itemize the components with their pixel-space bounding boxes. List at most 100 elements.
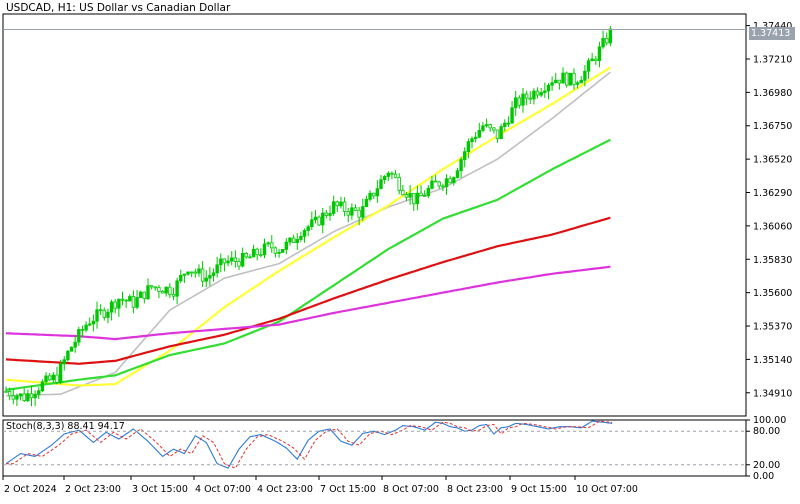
candle-body <box>211 272 216 276</box>
candle-body <box>193 271 198 274</box>
candle-body <box>168 286 172 295</box>
y-tick-label: 1.37210 <box>753 54 792 65</box>
candle-body <box>266 242 270 245</box>
x-tick-label: 4 Oct 23:00 <box>257 484 313 495</box>
candle-body <box>222 258 227 264</box>
candle-body <box>215 264 219 274</box>
candle-body <box>346 211 350 216</box>
candle-body <box>539 92 543 96</box>
candle-body <box>605 37 609 44</box>
moving-average-line <box>5 265 611 341</box>
candle-body <box>364 198 369 208</box>
candle-body <box>375 188 380 197</box>
y-tick-label: 1.35140 <box>753 355 792 366</box>
candle-body <box>488 124 492 129</box>
candle-body <box>510 107 514 124</box>
candle-body <box>317 216 321 226</box>
candle-body <box>473 136 478 140</box>
stoch-level-label: 80.00 <box>753 426 780 437</box>
candle-body <box>448 178 452 184</box>
candle-body <box>302 230 307 237</box>
candle-body <box>251 248 256 258</box>
candle-body <box>528 97 532 100</box>
candle-body <box>390 172 394 175</box>
candle-body <box>117 298 121 309</box>
candle-body <box>535 90 540 96</box>
candle-body <box>291 237 296 243</box>
candle-body <box>58 363 63 383</box>
candle-body <box>277 251 281 254</box>
candle-body <box>22 393 26 401</box>
candle-body <box>441 185 445 188</box>
moving-averages <box>5 66 611 397</box>
candle-body <box>230 257 234 262</box>
candle-body <box>197 268 201 274</box>
candle-body <box>583 70 587 81</box>
candle-body <box>47 375 52 381</box>
candle-body <box>37 390 41 395</box>
candle-body <box>131 296 136 308</box>
candle-body <box>95 309 99 322</box>
price-pane-frame <box>2 13 747 417</box>
candle-body <box>51 374 56 381</box>
candle-body <box>33 393 37 399</box>
candle-body <box>335 201 340 207</box>
moving-average-line <box>5 138 611 391</box>
candle-body <box>288 237 292 243</box>
x-tick-label: 8 Oct 07:00 <box>383 484 439 495</box>
candle-body <box>80 329 85 331</box>
candle-body <box>84 324 88 331</box>
candle-body <box>481 125 485 131</box>
candle-body <box>382 176 387 181</box>
candle-body <box>62 359 66 365</box>
candle-body <box>561 72 565 84</box>
candle-body <box>233 257 238 262</box>
x-tick-label: 3 Oct 15:00 <box>132 484 188 495</box>
stoch-level-label: 0.00 <box>753 471 774 482</box>
stoch-level-label: 100.00 <box>753 415 786 426</box>
candle-body <box>15 395 19 400</box>
y-tick-label: 1.36290 <box>753 188 792 199</box>
candle-body <box>237 261 241 267</box>
y-tick-label: 1.35600 <box>753 288 792 299</box>
candle-body <box>546 84 551 92</box>
candle-body <box>124 299 128 302</box>
candle-body <box>284 241 289 250</box>
candle-body <box>248 256 252 259</box>
candle-body <box>106 311 110 318</box>
candle-body <box>466 141 471 153</box>
candle-body <box>109 301 114 313</box>
candle-body <box>160 290 165 294</box>
x-tick-label: 2 Oct 2024 <box>4 484 57 495</box>
candle-body <box>572 72 576 85</box>
stochastic-label: Stoch(8,3,3) 88.41 94.17 <box>6 421 125 432</box>
candle-body <box>273 247 278 254</box>
candle-body <box>470 138 474 143</box>
candle-body <box>157 287 161 292</box>
candle-body <box>514 97 518 109</box>
candle-body <box>601 37 605 48</box>
candle-body <box>463 151 467 160</box>
candle-body <box>262 243 267 256</box>
candle-body <box>164 286 168 294</box>
candle-body <box>506 122 511 125</box>
candle-body <box>102 309 106 318</box>
x-tick-label: 7 Oct 15:00 <box>320 484 376 495</box>
candle-body <box>91 320 96 325</box>
candle-body <box>339 201 343 207</box>
candle-body <box>499 126 503 140</box>
candle-body <box>590 58 594 62</box>
x-tick-label: 10 Oct 07:00 <box>576 484 638 495</box>
chart-title: USDCAD, H1: US Dollar vs Canadian Dollar <box>6 2 231 14</box>
stochastic-signal-line <box>6 420 613 469</box>
candle-body <box>342 201 347 212</box>
candle-body <box>368 192 372 200</box>
candle-body <box>204 277 208 282</box>
candle-body <box>543 90 547 93</box>
candle-body <box>11 395 15 400</box>
candle-body <box>240 252 245 267</box>
candle-body <box>357 209 361 218</box>
stoch-level-label: 20.00 <box>753 460 780 471</box>
